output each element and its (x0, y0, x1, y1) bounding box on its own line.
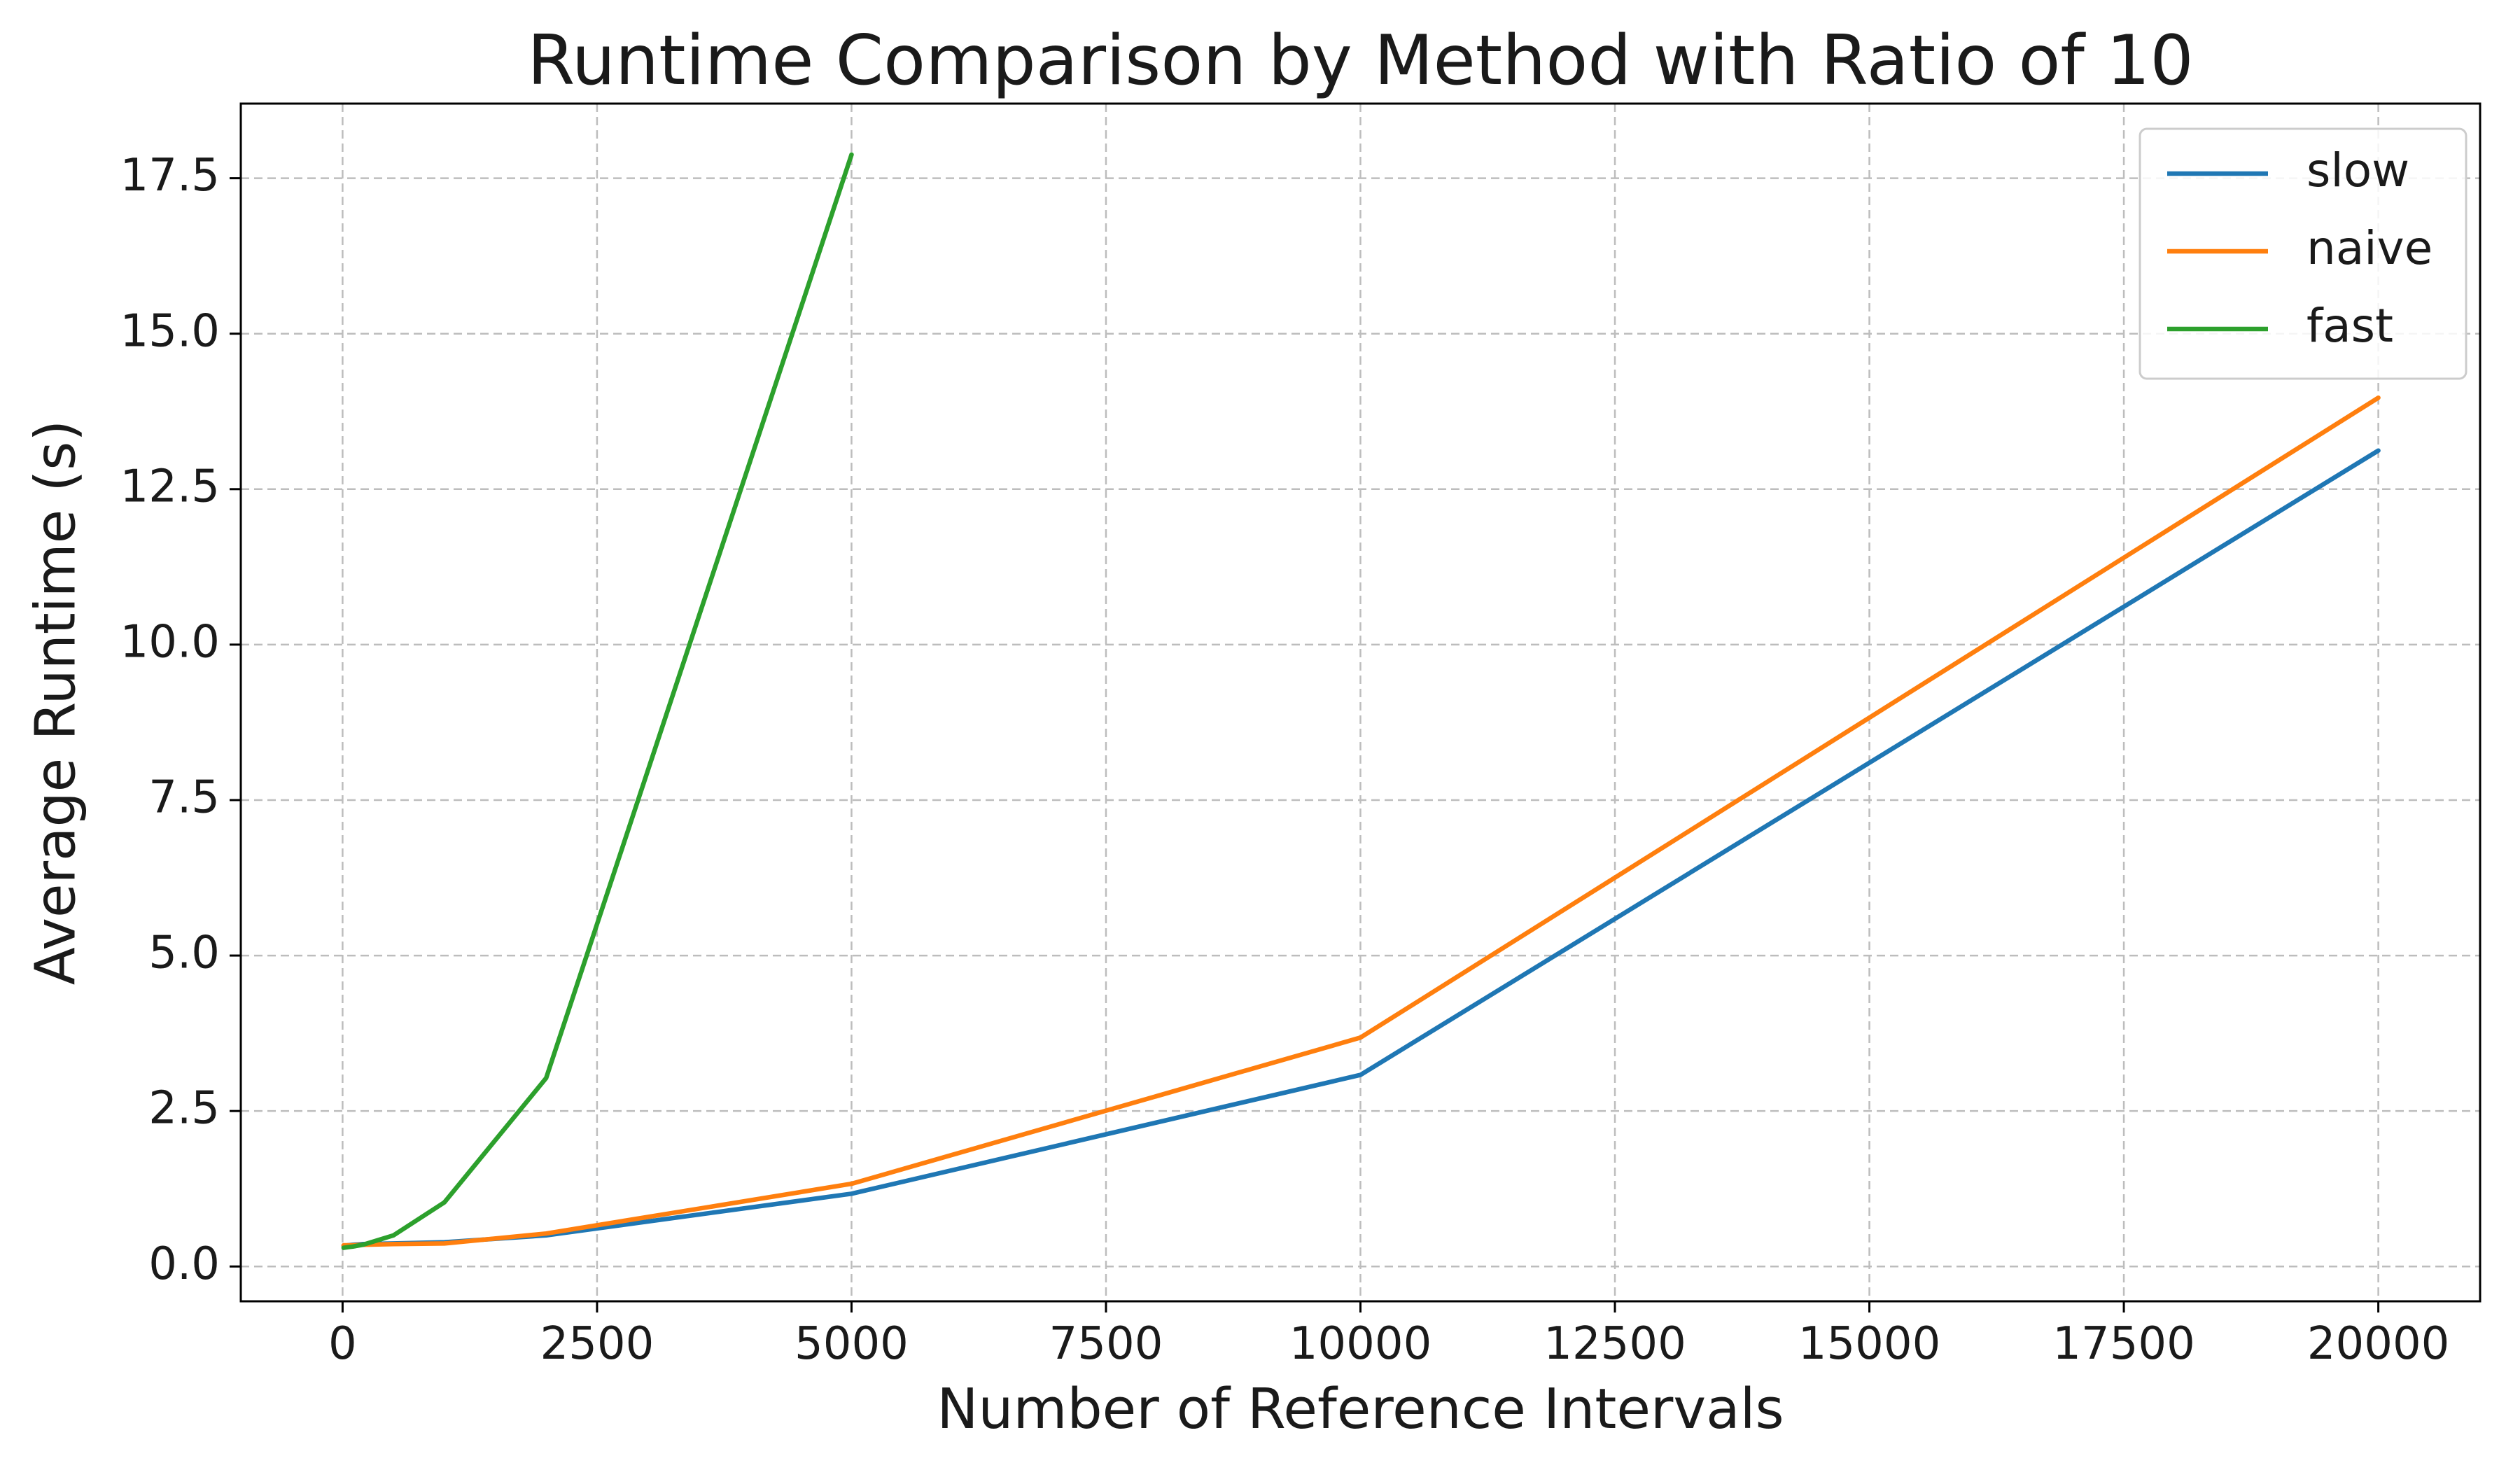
y-tick-label: 2.5 (148, 1083, 220, 1135)
y-tick-label: 17.5 (120, 150, 220, 202)
y-tick-label: 5.0 (148, 927, 220, 979)
legend: slow naive fast (2138, 127, 2468, 380)
series-line-fast (341, 152, 854, 1250)
x-axis-label: Number of Reference Intervals (937, 1377, 1784, 1441)
x-tick-label: 12500 (1544, 1318, 1686, 1370)
y-axis-label: Average Runtime (s) (23, 420, 88, 985)
plot-series (341, 152, 2381, 1250)
legend-box (2138, 127, 2468, 380)
chart-title: Runtime Comparison by Method with Ratio … (527, 21, 2194, 101)
y-tick-label: 10.0 (120, 616, 220, 668)
legend-label-naive: naive (2306, 221, 2432, 275)
legend-label-fast: fast (2306, 299, 2393, 353)
y-tick-label: 0.0 (148, 1238, 220, 1290)
y-tick-label: 12.5 (120, 461, 220, 512)
x-tick-label: 2500 (540, 1318, 654, 1370)
x-tick-label: 5000 (794, 1318, 909, 1370)
y-tick-label: 15.0 (120, 305, 220, 357)
x-tick-label: 0 (328, 1318, 357, 1370)
x-tick-label: 15000 (1798, 1318, 1941, 1370)
x-tick-label: 7500 (1049, 1318, 1163, 1370)
axis-ticks: 0 2500 5000 7500 10000 12500 15000 17500 20000 0.… (120, 150, 2450, 1370)
x-tick-label: 10000 (1289, 1318, 1432, 1370)
x-tick-label: 20000 (2307, 1318, 2450, 1370)
legend-label-slow: slow (2306, 144, 2409, 197)
y-tick-label: 7.5 (148, 772, 220, 824)
x-tick-label: 17500 (2052, 1318, 2195, 1370)
